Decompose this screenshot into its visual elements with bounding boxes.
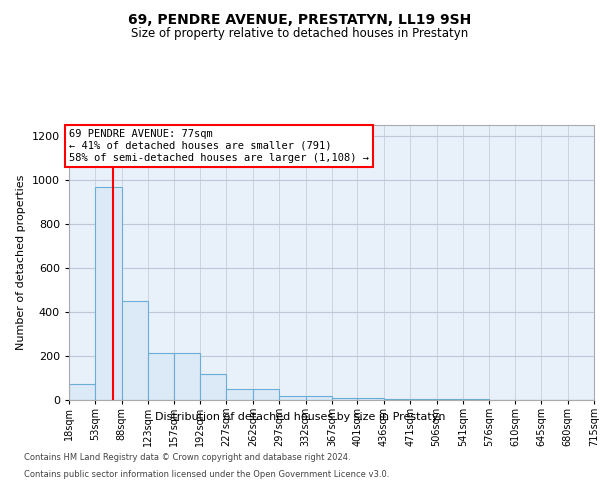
- Bar: [148, 352, 173, 400]
- Text: 69 PENDRE AVENUE: 77sqm
← 41% of detached houses are smaller (791)
58% of semi-d: 69 PENDRE AVENUE: 77sqm ← 41% of detache…: [69, 130, 369, 162]
- Bar: [253, 389, 279, 400]
- Bar: [384, 399, 410, 400]
- Bar: [410, 399, 437, 400]
- Bar: [69, 384, 95, 400]
- Bar: [173, 352, 200, 400]
- Y-axis label: Number of detached properties: Number of detached properties: [16, 175, 26, 350]
- Bar: [437, 399, 463, 400]
- Bar: [95, 186, 122, 400]
- Bar: [226, 389, 253, 400]
- Bar: [200, 374, 226, 400]
- Text: 69, PENDRE AVENUE, PRESTATYN, LL19 9SH: 69, PENDRE AVENUE, PRESTATYN, LL19 9SH: [128, 12, 472, 26]
- Text: Distribution of detached houses by size in Prestatyn: Distribution of detached houses by size …: [155, 412, 445, 422]
- Text: Contains HM Land Registry data © Crown copyright and database right 2024.: Contains HM Land Registry data © Crown c…: [24, 452, 350, 462]
- Text: Contains public sector information licensed under the Open Government Licence v3: Contains public sector information licen…: [24, 470, 389, 479]
- Text: Size of property relative to detached houses in Prestatyn: Size of property relative to detached ho…: [131, 28, 469, 40]
- Bar: [358, 398, 384, 400]
- Bar: [279, 396, 305, 400]
- Bar: [332, 398, 358, 400]
- Bar: [463, 399, 490, 400]
- Bar: [122, 301, 148, 400]
- Bar: [305, 396, 332, 400]
